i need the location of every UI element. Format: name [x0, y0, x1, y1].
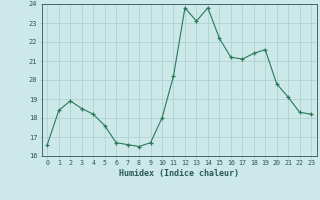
X-axis label: Humidex (Indice chaleur): Humidex (Indice chaleur)	[119, 169, 239, 178]
